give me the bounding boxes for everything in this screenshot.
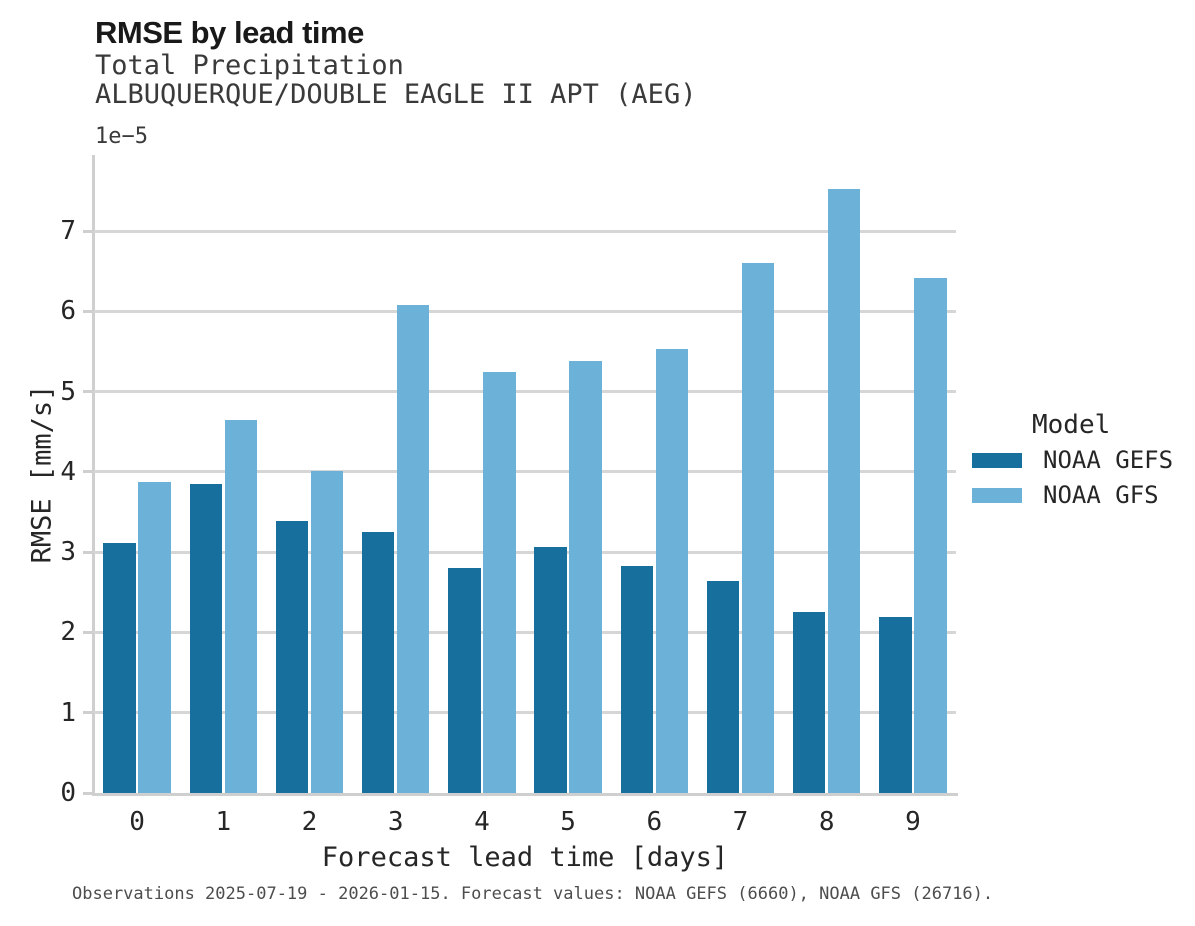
- x-tick-label-6: 6: [646, 807, 663, 837]
- legend-swatch-noaa-gfs: [972, 488, 1022, 503]
- y-tick-mark-7: [83, 229, 94, 233]
- y-tick-label-5: 5: [60, 376, 76, 407]
- bar-noaa-gfs-day-1: [224, 419, 258, 793]
- y-tick-mark-5: [83, 390, 94, 394]
- bar-noaa-gfs-day-9: [914, 277, 947, 793]
- legend-title: Model: [1032, 410, 1111, 440]
- bar-noaa-gfs-day-0: [138, 482, 171, 793]
- y-tick-label-6: 6: [60, 296, 76, 327]
- gridline-y-7: [94, 229, 956, 233]
- legend-label-noaa-gfs: NOAA GFS: [1043, 481, 1159, 509]
- x-tick-label-1: 1: [215, 807, 232, 837]
- bar-noaa-gfs-day-4: [483, 372, 516, 793]
- bar-noaa-gefs-day-8: [792, 612, 826, 793]
- legend-swatch-noaa-gefs: [972, 453, 1022, 468]
- gridline-y-2: [94, 630, 956, 634]
- bar-noaa-gefs-day-5: [534, 547, 567, 793]
- y-tick-mark-4: [83, 470, 94, 474]
- chart-subtitle-station: ALBUQUERQUE/DOUBLE EAGLE II APT (AEG): [95, 79, 697, 110]
- y-axis-scale-offset: 1e−5: [95, 124, 148, 149]
- x-tick-label-5: 5: [560, 807, 576, 837]
- y-tick-mark-2: [83, 630, 94, 634]
- legend: Model NOAA GEFS NOAA GFS: [968, 408, 1195, 523]
- gridline-y-5: [94, 390, 956, 394]
- bar-noaa-gefs-day-3: [361, 532, 395, 793]
- x-tick-label-8: 8: [818, 807, 835, 837]
- bar-noaa-gfs-day-6: [655, 349, 689, 793]
- x-tick-label-3: 3: [387, 807, 404, 837]
- x-tick-label-9: 9: [905, 807, 921, 837]
- bar-noaa-gefs-day-1: [189, 484, 223, 793]
- y-tick-label-4: 4: [60, 456, 76, 487]
- bar-noaa-gfs-day-5: [569, 361, 602, 793]
- bar-noaa-gfs-day-7: [741, 263, 775, 793]
- bar-noaa-gefs-day-9: [879, 617, 912, 793]
- y-axis-spine: [92, 155, 95, 796]
- x-axis-label: Forecast lead time [days]: [321, 842, 729, 873]
- bar-noaa-gfs-day-2: [310, 471, 344, 793]
- bar-noaa-gefs-day-2: [275, 520, 309, 793]
- figure-caption: Observations 2025-07-19 - 2026-01-15. Fo…: [72, 884, 994, 904]
- bar-noaa-gfs-day-8: [827, 188, 861, 793]
- x-axis-line: [92, 793, 958, 796]
- legend-label-noaa-gefs: NOAA GEFS: [1043, 446, 1174, 474]
- gridline-y-6: [94, 309, 956, 313]
- x-tick-label-7: 7: [732, 807, 749, 837]
- y-tick-mark-1: [83, 711, 94, 715]
- y-tick-mark-0: [83, 791, 94, 795]
- chart-title: RMSE by lead time: [95, 15, 364, 50]
- x-tick-label-0: 0: [129, 807, 145, 837]
- bar-noaa-gefs-day-6: [620, 565, 654, 793]
- bar-noaa-gefs-day-0: [103, 543, 136, 793]
- y-tick-label-3: 3: [60, 537, 76, 568]
- gridline-y-4: [94, 470, 956, 474]
- bar-noaa-gefs-day-7: [706, 581, 740, 793]
- y-tick-label-2: 2: [60, 617, 76, 648]
- chart-subtitle-variable: Total Precipitation: [95, 50, 404, 81]
- x-tick-label-2: 2: [301, 807, 318, 837]
- y-tick-mark-6: [83, 309, 94, 313]
- y-tick-mark-3: [83, 550, 94, 554]
- bar-noaa-gfs-day-3: [396, 305, 430, 793]
- y-tick-label-7: 7: [60, 216, 76, 247]
- gridline-y-1: [94, 711, 956, 715]
- y-tick-label-0: 0: [60, 778, 76, 808]
- gridline-y-3: [94, 550, 956, 554]
- bar-noaa-gefs-day-4: [448, 568, 481, 793]
- x-tick-label-4: 4: [474, 807, 490, 837]
- y-tick-label-1: 1: [60, 697, 76, 728]
